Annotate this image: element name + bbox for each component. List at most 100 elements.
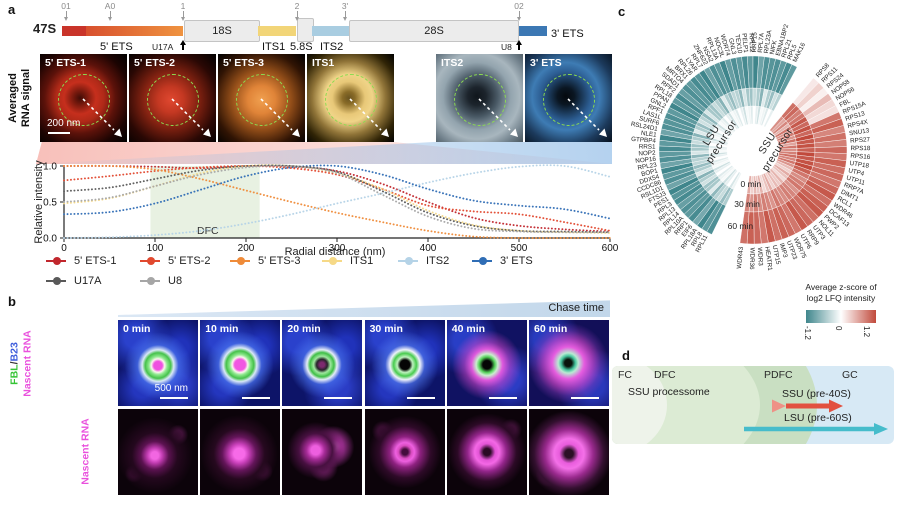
segment-leader: [62, 26, 86, 36]
scalebar-label: 500 nm: [154, 383, 188, 394]
series-U8: [63, 164, 611, 234]
panel-b-row2-caption: Nascent RNA: [79, 397, 92, 506]
segment-28s: 28S: [349, 20, 519, 42]
cleavage-site-label: 2: [294, 1, 300, 11]
probe-arrowhead: [180, 40, 186, 45]
gene-label-RPL12: RPL12: [747, 33, 755, 53]
nucleolus-regions-drawing: [612, 366, 894, 444]
legend-marker: [398, 256, 422, 266]
legend-item-5' ETS-2: 5' ETS-2: [140, 254, 210, 268]
chart-ylabel-text: Relative intensity: [33, 160, 45, 244]
scalebar: [406, 396, 435, 399]
gene-label-NOP16: NOP16: [635, 156, 657, 165]
gene-label-RPL23: RPL23: [637, 162, 658, 172]
segment-5ets: [86, 26, 183, 36]
cleavage-site-label: 01: [61, 1, 71, 11]
cleavage-site-label: 1: [180, 1, 186, 11]
segment-its1: [258, 26, 296, 36]
colorbar-tick-min: -1.2: [803, 326, 812, 340]
avg-tile-ets1: 5' ETS-1 200 nm: [40, 54, 127, 142]
cleavage-site-arrowhead: [64, 17, 68, 21]
chart-ylabel: Relative intensity: [32, 147, 46, 257]
chase-time-value: 10 min: [205, 323, 239, 335]
dfc-boundary-circle: [147, 74, 199, 126]
avg-tile-label: 3' ETS: [530, 57, 562, 69]
avg-row-ylabel-line2: RNA signal: [20, 68, 32, 128]
radial-intensity-chart: DFC 0 100 200 300 400 500 600 0.0 0.5 1.0: [43, 162, 619, 255]
cleavage-site-2: 2: [287, 1, 307, 21]
cleavage-site-01: 01: [56, 1, 76, 21]
legend-label: U8: [168, 275, 183, 287]
gene-label-UTP15: UTP15: [771, 245, 782, 266]
colorbar-tick-max: 1.2: [862, 326, 871, 338]
avg-tile-ets2: 5' ETS-2: [129, 54, 216, 142]
legend-marker: [140, 276, 164, 286]
pdfc-label: PDFC: [764, 369, 793, 381]
probe-U8: [516, 40, 522, 50]
gene-label-IMP3: IMP3: [778, 242, 789, 259]
gene-label-NLE1: NLE1: [640, 130, 657, 139]
gene-label-TEX10: TEX10: [733, 34, 743, 55]
scalebar: [571, 396, 599, 399]
colorbar-gradient: [806, 310, 876, 323]
ssu-pre40s-arrowhead: [829, 399, 843, 413]
cleavage-site-1: 1: [173, 1, 193, 21]
legend-label: 5' ETS-2: [168, 255, 211, 267]
legend-item-ITS2: ITS2: [398, 254, 449, 268]
chase-tile-nascent-4: [446, 409, 527, 495]
probe-U17A: [180, 40, 186, 50]
scalebar: [488, 396, 517, 399]
colorbar-tick-mid: 0: [834, 326, 843, 331]
legend-item-3' ETS: 3' ETS: [472, 254, 533, 268]
x-tick-label: 200: [238, 243, 255, 254]
label-5ets: 5' ETS: [100, 41, 133, 53]
panel-a-label: a: [8, 2, 16, 17]
dfc-boundary-circle: [325, 74, 377, 126]
ring-label-60min: 60 min: [728, 221, 754, 231]
scalebar: [242, 396, 271, 399]
nascent-rna-caption2: Nascent RNA: [79, 418, 91, 485]
x-tick-label: 600: [602, 243, 619, 254]
chase-time-value: 40 min: [451, 323, 486, 335]
chase-time-value: 0 min: [123, 323, 151, 335]
panel-b-row1-caption: FBL / B23: [8, 309, 21, 419]
chase-time-label: Chase time: [548, 302, 604, 314]
chase-tile-nascent-0: [118, 409, 198, 495]
avg-tile-its1: ITS1: [307, 54, 394, 142]
legend-label: U17A: [74, 275, 102, 287]
probe-arrowhead: [516, 40, 522, 45]
x-tick-label: 400: [420, 243, 437, 254]
dfc-boundary-circle: [58, 74, 110, 126]
segment-3ets: [519, 26, 547, 36]
chase-tile-composite-5: 60 min: [529, 320, 609, 406]
series-U17A: [63, 164, 611, 234]
heatmap-cell-MAK16-60min: [778, 64, 798, 96]
radial-arrow: [567, 98, 607, 137]
gene-label-RPS18: RPS18: [850, 145, 870, 152]
avg-tile-label: 5' ETS-2: [134, 57, 176, 69]
dfc-boundary-circle: [236, 74, 288, 126]
gene-label-RRP15: RRP15: [751, 32, 759, 53]
cleavage-site-label: A0: [104, 1, 116, 11]
dfc-label: DFC: [654, 369, 676, 381]
colorbar-title: Average z-score of log2 LFQ intensity: [776, 282, 900, 304]
cleavage-site-arrow: [109, 11, 111, 17]
cleavage-site-arrow: [296, 11, 298, 17]
gene-label-RPS27: RPS27: [850, 136, 871, 145]
gene-label-UTP18: UTP18: [849, 160, 870, 170]
caption-part: B23: [8, 342, 20, 362]
legend-marker: [230, 256, 254, 266]
avg-tile-label: 5' ETS-3: [223, 57, 265, 69]
series-ITS2: [63, 164, 611, 239]
legend-item-5' ETS-1: 5' ETS-1: [46, 254, 116, 268]
lsu-pre60s-label: LSU (pre-60S): [784, 412, 852, 424]
cleavage-site-arrow: [65, 11, 67, 17]
gene-label-RPL23A: RPL23A: [763, 29, 774, 54]
series-3' ETS: [63, 164, 611, 220]
legend-label: 5' ETS-3: [258, 255, 301, 267]
legend-label: ITS1: [350, 255, 374, 267]
chase-time-value: 60 min: [534, 323, 568, 335]
gene-label-BOP1: BOP1: [641, 167, 659, 178]
legend-marker: [46, 256, 70, 266]
gene-label-NOP2: NOP2: [638, 150, 656, 158]
